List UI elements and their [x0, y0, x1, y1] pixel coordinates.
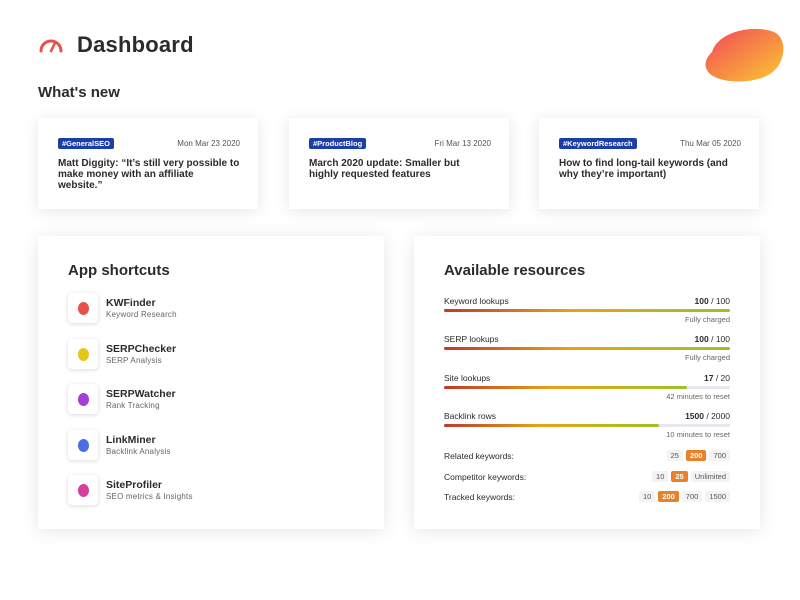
- resource-meter: Backlink rows 1500 / 2000 10 minutes to …: [444, 411, 730, 439]
- shortcut-serpwatcher[interactable]: SERPWatcher Rank Tracking: [68, 384, 176, 414]
- option-label: Tracked keywords:: [444, 491, 516, 502]
- shortcut-linkminer[interactable]: LinkMiner Backlink Analysis: [68, 430, 171, 460]
- resource-meter: SERP lookups 100 / 100 Fully charged: [444, 334, 730, 362]
- app-shortcuts-panel: App shortcuts KWFinder Keyword Research …: [38, 236, 384, 529]
- resource-label: Site lookups: [444, 373, 491, 383]
- option-row: Related keywords: 25 200 700: [444, 450, 730, 461]
- resource-meter: Keyword lookups 100 / 100 Fully charged: [444, 296, 730, 324]
- resource-bar: [444, 309, 730, 312]
- option-chip[interactable]: Unlimited: [690, 471, 730, 482]
- page-header: Dashboard: [38, 32, 194, 58]
- shortcut-subtitle: Keyword Research: [106, 309, 177, 319]
- news-title[interactable]: March 2020 update: Smaller but highly re…: [309, 158, 460, 180]
- linkminer-icon: [68, 430, 98, 460]
- serpchecker-icon: [68, 339, 98, 369]
- shortcut-siteprofiler[interactable]: SiteProfiler SEO metrics & Insights: [68, 475, 193, 505]
- decorative-blob: [705, 28, 784, 82]
- resource-max: / 20: [715, 373, 730, 383]
- resource-value: 100: [694, 334, 709, 344]
- speedometer-icon: [39, 39, 63, 53]
- option-label: Related keywords:: [444, 450, 514, 461]
- resource-max: / 2000: [706, 411, 730, 421]
- resources-title: Available resources: [444, 262, 586, 279]
- option-chips: 25 200 700: [666, 450, 730, 461]
- option-chip[interactable]: 10: [652, 471, 669, 482]
- shortcut-name: KWFinder: [106, 296, 156, 309]
- news-tag[interactable]: #KeywordResearch: [559, 138, 637, 149]
- option-chip[interactable]: 200: [685, 450, 707, 461]
- news-title[interactable]: How to find long-tail keywords (and why …: [559, 158, 728, 180]
- news-date: Thu Mar 05 2020: [680, 139, 741, 148]
- app-shortcuts-title: App shortcuts: [68, 262, 170, 279]
- resource-note: 42 minutes to reset: [666, 392, 730, 401]
- resource-value: 17: [703, 373, 714, 383]
- resource-bar: [444, 424, 730, 427]
- news-card[interactable]: #GeneralSEO Mon Mar 23 2020 Matt Diggity…: [38, 118, 258, 209]
- shortcut-subtitle: Rank Tracking: [106, 400, 160, 410]
- shortcut-subtitle: SEO metrics & Insights: [106, 491, 193, 501]
- page-title: Dashboard: [77, 32, 194, 57]
- news-card[interactable]: #KeywordResearch Thu Mar 05 2020 How to …: [539, 118, 759, 209]
- news-card[interactable]: #ProductBlog Fri Mar 13 2020 March 2020 …: [289, 118, 509, 209]
- news-date: Mon Mar 23 2020: [177, 139, 240, 148]
- option-chip[interactable]: 25: [671, 471, 688, 482]
- resource-label: SERP lookups: [444, 334, 499, 344]
- resource-max: / 100: [711, 296, 730, 306]
- siteprofiler-icon: [68, 475, 98, 505]
- shortcut-serpchecker[interactable]: SERPChecker SERP Analysis: [68, 339, 176, 369]
- option-row: Competitor keywords: 10 25 Unlimited: [444, 471, 730, 482]
- resource-bar-fill: [444, 347, 730, 350]
- resource-label: Backlink rows: [444, 411, 496, 421]
- option-chips: 10 25 Unlimited: [652, 471, 730, 482]
- resources-panel: Available resources Keyword lookups 100 …: [414, 236, 760, 529]
- resource-note: 10 minutes to reset: [666, 430, 730, 439]
- resource-value: 1500: [685, 411, 704, 421]
- shortcut-subtitle: SERP Analysis: [106, 355, 162, 365]
- resource-bar-fill: [444, 424, 659, 427]
- serpwatcher-icon: [68, 384, 98, 414]
- resource-label: Keyword lookups: [444, 296, 509, 306]
- option-label: Competitor keywords:: [444, 471, 527, 482]
- option-chip[interactable]: 200: [658, 491, 679, 502]
- news-tag[interactable]: #GeneralSEO: [58, 138, 114, 149]
- option-chip[interactable]: 700: [681, 491, 703, 502]
- shortcut-name: LinkMiner: [106, 433, 156, 446]
- shortcut-subtitle: Backlink Analysis: [106, 446, 171, 456]
- news-title[interactable]: Matt Diggity: “It’s still very possible …: [58, 158, 240, 191]
- option-chip[interactable]: 10: [638, 491, 656, 502]
- shortcut-name: SiteProfiler: [106, 478, 163, 491]
- option-chips: 10 200 700 1500: [638, 491, 730, 502]
- resource-bar: [444, 386, 730, 389]
- shortcut-name: SERPChecker: [106, 342, 177, 355]
- resource-bar-fill: [444, 386, 688, 389]
- resource-value: 100: [694, 296, 709, 306]
- news-date: Fri Mar 13 2020: [434, 139, 491, 148]
- option-chip[interactable]: 700: [709, 450, 730, 461]
- resource-max: / 100: [711, 334, 730, 344]
- news-tag[interactable]: #ProductBlog: [309, 138, 367, 149]
- resource-bar: [444, 347, 730, 350]
- kwfinder-icon: [68, 293, 98, 323]
- whats-new-title: What's new: [38, 84, 120, 101]
- resource-meter: Site lookups 17 / 20 42 minutes to reset: [444, 373, 730, 401]
- option-chip[interactable]: 25: [666, 450, 683, 461]
- shortcut-kwfinder[interactable]: KWFinder Keyword Research: [68, 293, 177, 323]
- resource-note: Fully charged: [684, 353, 730, 362]
- resource-note: Fully charged: [684, 315, 730, 324]
- resource-bar-fill: [444, 309, 730, 312]
- shortcut-name: SERPWatcher: [106, 387, 176, 400]
- option-chip[interactable]: 1500: [705, 491, 730, 502]
- option-row: Tracked keywords: 10 200 700 1500: [444, 491, 730, 502]
